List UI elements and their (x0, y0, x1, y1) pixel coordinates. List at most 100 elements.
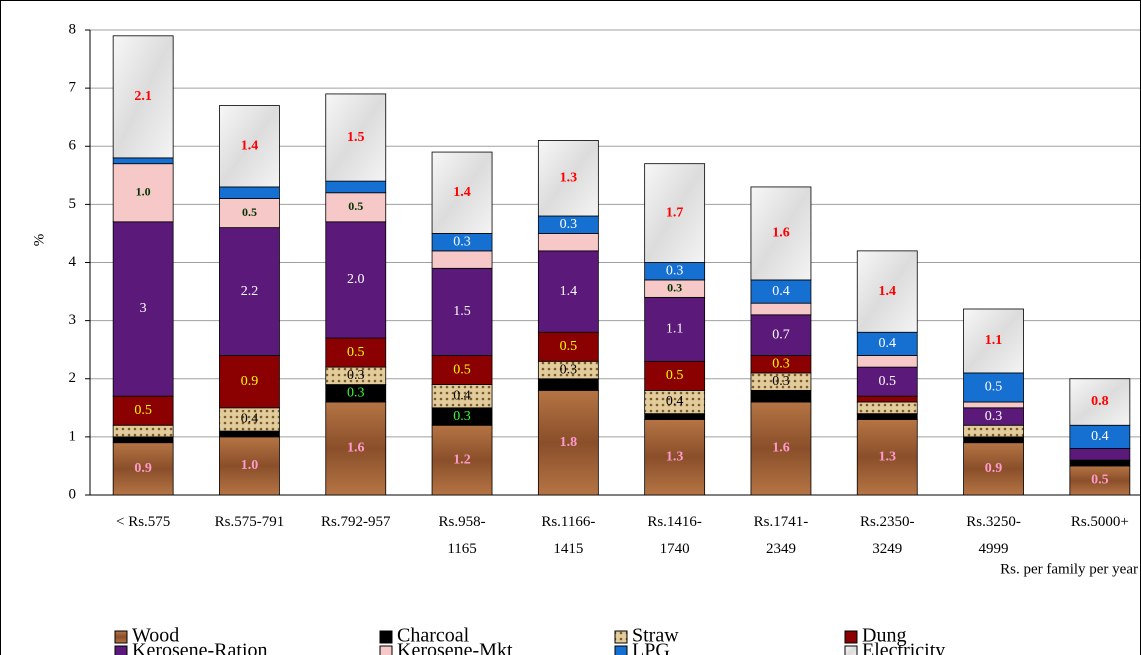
legend-label: Wood (132, 625, 179, 647)
value-label: 1.0 (241, 458, 259, 473)
value-label: 1.0 (136, 185, 151, 199)
x-tick-line: 2349 (766, 541, 796, 557)
x-tick-line: 1740 (660, 541, 690, 557)
bar-segment (963, 401, 1024, 409)
legend-swatch (379, 630, 393, 644)
value-label: 2.1 (134, 89, 152, 104)
value-label: 0.5 (453, 362, 471, 377)
legend-swatch (114, 630, 128, 644)
value-label: 2.0 (347, 272, 365, 287)
bar-segment (1069, 459, 1131, 467)
x-tick-line: < Rs.575 (116, 514, 170, 530)
x-tick-line: Rs.575-791 (215, 514, 285, 530)
legend-swatch (379, 645, 393, 655)
bar-segment (219, 436, 280, 496)
bar-segment (856, 366, 918, 397)
bar-segment (112, 395, 174, 426)
value-label: 1.1 (985, 333, 1003, 348)
value-label: 0.3 (560, 217, 578, 232)
value-label: 0.3 (347, 368, 365, 383)
value-label: 0.3 (666, 263, 684, 278)
bar-segment (325, 192, 387, 223)
value-label: 0.5 (560, 339, 578, 354)
bar-segment (325, 401, 387, 496)
bar-segment (325, 180, 387, 194)
value-label: 1.5 (347, 130, 365, 145)
x-tick-label: Rs.1166- 1415 (541, 514, 595, 557)
y-tick-label: 4 (69, 254, 77, 270)
x-tick-line: Rs.958- (439, 514, 486, 530)
bar-segment (537, 378, 599, 391)
bar-segment (644, 360, 706, 391)
bar-segment (431, 151, 493, 234)
x-tick-label: Rs.958- 1165 (439, 514, 486, 557)
bar-segment (644, 413, 706, 420)
bar-segment (537, 389, 599, 496)
value-label: 2.2 (241, 284, 259, 299)
value-label: 1.4 (879, 284, 897, 299)
value-label: 0.5 (879, 374, 897, 389)
value-label: 1.6 (772, 226, 790, 241)
bar-segment (750, 389, 812, 403)
y-tick-label: 1 (69, 428, 77, 444)
legend-label: Kerosene-Ration (132, 640, 268, 655)
bar-segment (963, 424, 1024, 438)
value-label: 0.3 (772, 374, 790, 389)
value-label: 0.5 (242, 205, 257, 219)
bar-segment (963, 442, 1024, 496)
value-label: 1.6 (772, 441, 790, 456)
value-label: 1.7 (666, 205, 684, 220)
bar-segment (219, 198, 280, 229)
value-label: 1.3 (879, 449, 897, 464)
bar-segment (963, 436, 1024, 444)
bar-segment (112, 157, 174, 165)
value-label: 1.6 (347, 441, 365, 456)
value-label: 0.3 (667, 280, 682, 294)
bar-segment (112, 424, 174, 438)
y-tick-label: 5 (69, 196, 77, 212)
value-label: 0.5 (348, 199, 363, 213)
value-label: 0.3 (560, 362, 578, 377)
value-label: 0.5 (666, 368, 684, 383)
y-tick-label: 6 (69, 138, 77, 154)
value-label: 0.4 (1091, 429, 1109, 444)
value-label: 1.4 (560, 284, 578, 299)
y-axis-label: % (31, 234, 47, 247)
x-tick-line: Rs.1741- (754, 514, 809, 530)
legend-label: LPG (632, 640, 670, 655)
x-tick-line: 1415 (553, 541, 583, 557)
value-label: 0.3 (347, 386, 365, 401)
bar-segment (963, 308, 1024, 374)
value-label: 0.4 (772, 284, 790, 299)
value-label: 1.4 (241, 138, 259, 153)
x-tick-line: 4999 (979, 541, 1009, 557)
value-label: 0.4 (241, 412, 259, 427)
bar-segment (325, 221, 387, 339)
legend-swatch (114, 645, 128, 655)
value-label: 1.4 (453, 185, 471, 200)
value-label: 0.9 (985, 461, 1003, 476)
bar-segment (537, 233, 599, 252)
bar-segment (750, 401, 812, 496)
bar-segment (219, 227, 280, 356)
value-label: 0.7 (772, 327, 790, 342)
value-label: 1.3 (666, 449, 684, 464)
y-tick-label: 3 (69, 312, 77, 328)
x-tick-label: Rs.792-957 (321, 514, 391, 530)
value-label: 0.5 (347, 345, 365, 360)
bar-segment (112, 436, 174, 444)
x-tick-label: Rs.575-791 (215, 514, 285, 530)
x-tick-label: Rs.3250- 4999 (966, 514, 1021, 557)
value-label: 3 (140, 301, 147, 316)
bar-segment (219, 430, 280, 438)
value-label: 1.1 (666, 322, 684, 337)
bar-segment (856, 401, 918, 415)
legend-label: Kerosene-Mkt (397, 640, 513, 655)
x-tick-label: Rs.2350- 3249 (860, 514, 915, 557)
legend-swatch (614, 630, 628, 644)
bar-segment (856, 250, 918, 333)
bar-segment (750, 314, 812, 356)
x-tick-line: Rs.5000+ (1071, 514, 1129, 530)
bar-segment (856, 395, 918, 403)
